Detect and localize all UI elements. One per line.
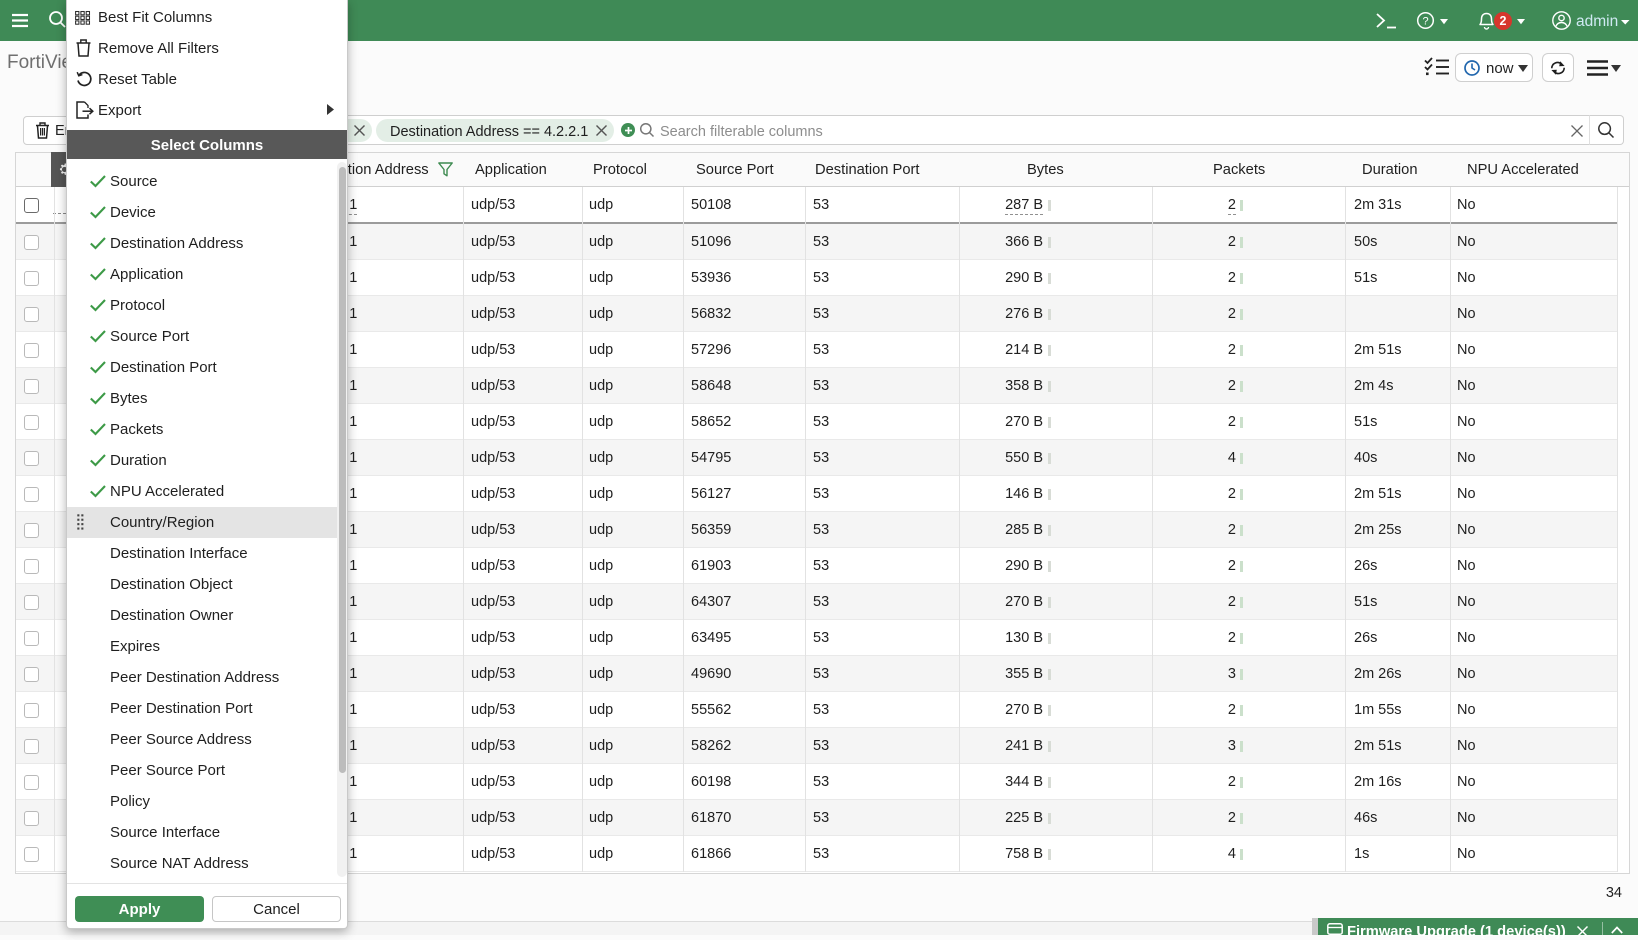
svg-text:?: ? bbox=[1422, 15, 1428, 27]
